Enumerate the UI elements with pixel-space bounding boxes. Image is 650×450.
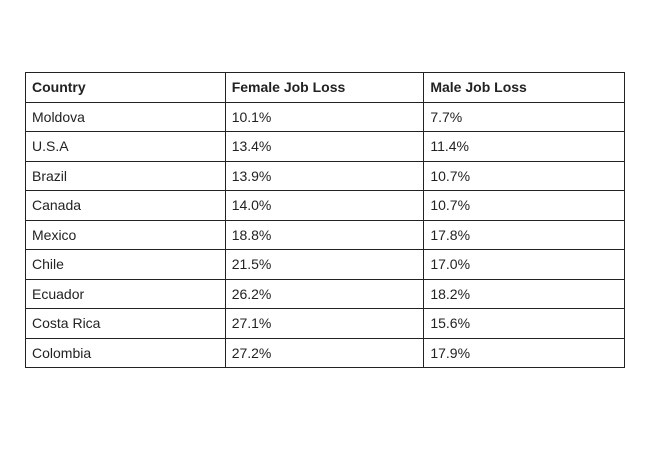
table-row: Moldova 10.1% 7.7% xyxy=(25,101,625,132)
table-cell: Mexico xyxy=(25,219,226,250)
table-cell: Brazil xyxy=(25,160,226,191)
table-row: Brazil 13.9% 10.7% xyxy=(25,160,625,191)
table-cell: 18.8% xyxy=(224,219,425,250)
header-row: Country Female Job Loss Male Job Loss xyxy=(25,72,625,103)
header-cell: Country xyxy=(25,72,226,103)
table-body: Moldova 10.1% 7.7% U.S.A 13.4% 11.4% Brazil 13.… xyxy=(25,101,625,368)
table-row: Mexico 18.8% 17.8% xyxy=(25,219,625,250)
table-cell: 17.9% xyxy=(423,337,625,368)
header-cell: Female Job Loss xyxy=(224,72,425,103)
table-row: Colombia 27.2% 17.9% xyxy=(25,337,625,368)
table-head: Country Female Job Loss Male Job Loss xyxy=(25,72,625,103)
header-cell: Male Job Loss xyxy=(423,72,625,103)
table-cell: Canada xyxy=(25,190,226,221)
table-row: U.S.A 13.4% 11.4% xyxy=(25,131,625,162)
table-cell: U.S.A xyxy=(25,131,226,162)
table-cell: 17.8% xyxy=(423,219,625,250)
table-cell: 27.2% xyxy=(224,337,425,368)
table-cell: Ecuador xyxy=(25,278,226,309)
table-cell: 21.5% xyxy=(224,249,425,280)
table-cell: 15.6% xyxy=(423,308,625,339)
table-cell: Costa Rica xyxy=(25,308,226,339)
table-cell: 11.4% xyxy=(423,131,625,162)
table-cell: 10.7% xyxy=(423,160,625,191)
table-cell: 17.0% xyxy=(423,249,625,280)
data-table: Country Female Job Loss Male Job Loss Mold… xyxy=(25,72,625,368)
table-row: Canada 14.0% 10.7% xyxy=(25,190,625,221)
table-cell: Colombia xyxy=(25,337,226,368)
table-cell: 26.2% xyxy=(224,278,425,309)
table-cell: 10.1% xyxy=(224,101,425,132)
table-cell: 13.4% xyxy=(224,131,425,162)
table-row: Chile 21.5% 17.0% xyxy=(25,249,625,280)
table-cell: 7.7% xyxy=(423,101,625,132)
table-row: Ecuador 26.2% 18.2% xyxy=(25,278,625,309)
table-cell: 27.1% xyxy=(224,308,425,339)
table-cell: 10.7% xyxy=(423,190,625,221)
table-cell: Chile xyxy=(25,249,226,280)
table-row: Costa Rica 27.1% 15.6% xyxy=(25,308,625,339)
table-cell: Moldova xyxy=(25,101,226,132)
table-cell: 13.9% xyxy=(224,160,425,191)
table-cell: 14.0% xyxy=(224,190,425,221)
table-cell: 18.2% xyxy=(423,278,625,309)
